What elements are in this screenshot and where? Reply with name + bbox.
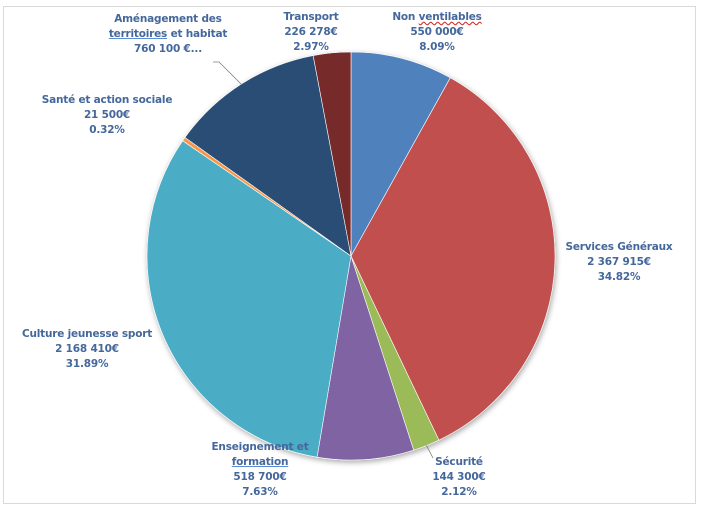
pie-slice-services-generaux <box>350 77 556 441</box>
leader-line-securite <box>426 445 434 459</box>
label-services-name: Services Généraux <box>565 241 673 253</box>
label-enseignement-value: 518 700€ <box>233 471 287 483</box>
label-culture-name: Culture jeunesse sport <box>21 328 153 340</box>
label-culture-value: 2 168 410€ <box>55 343 119 355</box>
label-amenagement-name: Aménagement des <box>114 13 222 25</box>
label-securite-name: Sécurité <box>435 456 483 468</box>
label-enseignement-percent: 7.63% <box>242 486 278 498</box>
label-amenagement-name-2: territoires et habitat <box>108 28 228 40</box>
label-enseignement-name: Enseignement et <box>211 441 309 453</box>
pie-slice-transport <box>312 51 352 257</box>
label-services-percent: 34.82% <box>597 271 641 283</box>
label-amenagement: Aménagement des territoires et habitat 7… <box>108 12 228 57</box>
label-transport: Transport 226 278€ 2.97% <box>283 10 338 55</box>
label-culture-percent: 31.89% <box>65 358 109 370</box>
label-non-ventilables-value: 550 000€ <box>410 26 464 38</box>
label-services-value: 2 367 915€ <box>587 256 651 268</box>
label-transport-name: Transport <box>283 11 339 23</box>
label-securite-percent: 2.12% <box>441 486 477 498</box>
label-securite-value: 144 300€ <box>432 471 486 483</box>
label-securite: Sécurité 144 300€ 2.12% <box>432 455 485 500</box>
label-enseignement: Enseignement et formation 518 700€ 7.63% <box>211 440 308 500</box>
label-enseignement-name-2: formation <box>231 456 289 468</box>
label-non-ventilables-percent: 8.09% <box>419 41 455 53</box>
label-amenagement-value: 760 100 €... <box>133 43 203 55</box>
label-sante-value: 21 500€ <box>83 109 131 121</box>
pie-slice-amenagement-des-territoires-et-habitat <box>184 55 352 257</box>
label-non-ventilables: Non ventilables 550 000€ 8.09% <box>392 10 482 55</box>
label-transport-percent: 2.97% <box>293 41 329 53</box>
label-non-ventilables-name: Non ventilables <box>392 11 482 23</box>
label-transport-value: 226 278€ <box>284 26 338 38</box>
label-sante-percent: 0.32% <box>89 124 125 136</box>
pie-slice-culture-jeunesse-sport <box>146 140 352 458</box>
pie-slice-enseignement-et-formation <box>316 255 415 461</box>
label-sante-name: Santé et action sociale <box>41 94 173 106</box>
label-culture: Culture jeunesse sport 2 168 410€ 31.89% <box>22 327 152 372</box>
label-sante: Santé et action sociale 21 500€ 0.32% <box>41 93 173 138</box>
pie-slice-non-ventilables <box>350 51 451 258</box>
leader-line-amenagement <box>213 61 242 85</box>
label-services-generaux: Services Généraux 2 367 915€ 34.82% <box>565 240 672 285</box>
